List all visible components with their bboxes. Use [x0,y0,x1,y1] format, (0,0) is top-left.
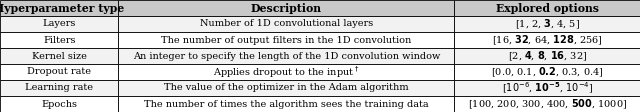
Bar [0,0,118,16]
Text: [$10^{-6}$, $\mathbf{10^{-5}}$, $10^{-4}$]: [$10^{-6}$, $\mathbf{10^{-5}}$, $10^{-4}… [502,80,593,96]
Text: Filters: Filters [43,36,76,44]
Text: Explored options: Explored options [496,2,598,14]
Text: The value of the optimizer in the Adam algorithm: The value of the optimizer in the Adam a… [164,84,409,93]
Bar [454,80,640,96]
Bar [0,64,118,80]
Text: Description: Description [251,2,322,14]
Bar [0,80,118,96]
Bar [118,16,454,32]
Bar [454,32,640,48]
Text: An integer to specify the length of the 1D convolution window: An integer to specify the length of the … [132,52,440,60]
Text: [2, $\mathbf{4}$, $\mathbf{8}$, $\mathbf{16}$, 32]: [2, $\mathbf{4}$, $\mathbf{8}$, $\mathbf… [508,49,587,63]
Bar [118,96,454,112]
Text: [0.0, 0.1, $\mathbf{0.2}$, 0.3, 0.4]: [0.0, 0.1, $\mathbf{0.2}$, 0.3, 0.4] [491,65,604,79]
Text: [100, 200, 300, 400, $\mathbf{500}$, 1000]: [100, 200, 300, 400, $\mathbf{500}$, 100… [468,97,627,111]
Bar [0,48,118,64]
Text: Kernel size: Kernel size [32,52,86,60]
Text: Epochs: Epochs [41,99,77,109]
Bar [454,64,640,80]
Bar [454,96,640,112]
Text: Dropout rate: Dropout rate [28,68,92,76]
Text: The number of output filters in the 1D convolution: The number of output filters in the 1D c… [161,36,412,44]
Bar [454,16,640,32]
Text: Layers: Layers [42,19,76,28]
Text: [16, $\mathbf{32}$, 64, $\mathbf{128}$, 256]: [16, $\mathbf{32}$, 64, $\mathbf{128}$, … [492,33,603,47]
Text: Hyperparameter type: Hyperparameter type [0,2,124,14]
Bar [118,0,454,16]
Text: Learning rate: Learning rate [25,84,93,93]
Bar [454,48,640,64]
Bar [118,64,454,80]
Text: The number of times the algorithm sees the training data: The number of times the algorithm sees t… [144,99,429,109]
Text: Applies dropout to the input$^\dagger$: Applies dropout to the input$^\dagger$ [213,64,360,80]
Bar [0,32,118,48]
Bar [0,16,118,32]
Bar [118,80,454,96]
Bar [454,0,640,16]
Text: [1, 2, $\mathbf{3}$, 4, 5]: [1, 2, $\mathbf{3}$, 4, 5] [515,17,580,31]
Bar [0,96,118,112]
Bar [118,32,454,48]
Text: Number of 1D convolutional layers: Number of 1D convolutional layers [200,19,373,28]
Bar [118,48,454,64]
